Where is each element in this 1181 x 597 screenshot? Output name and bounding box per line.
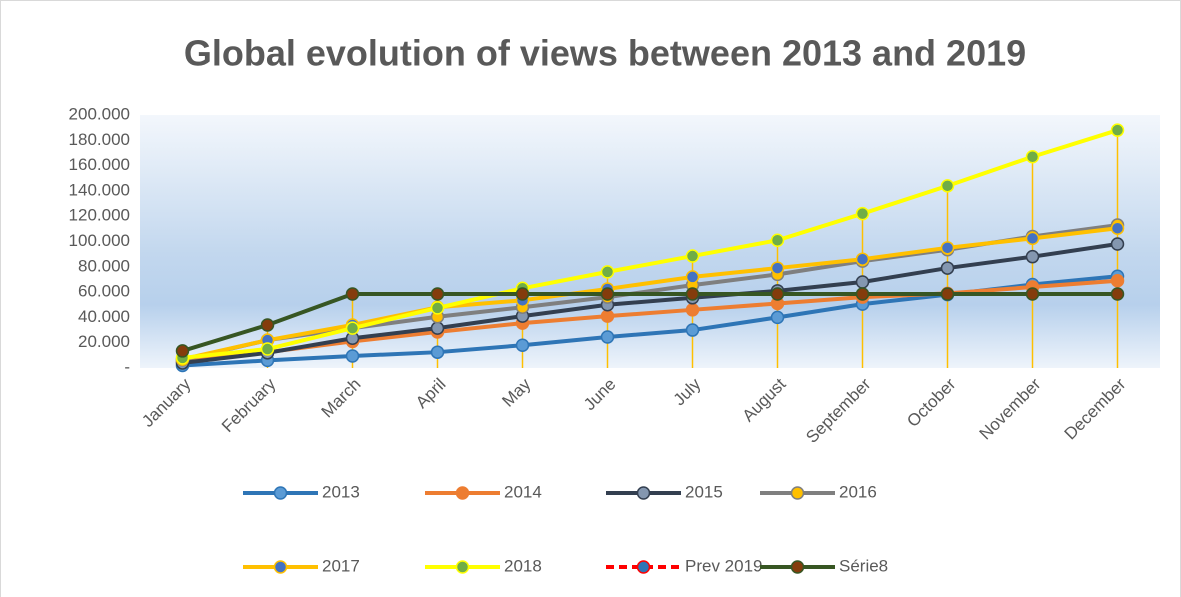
- data-point: [1110, 123, 1125, 137]
- legend-marker: [790, 486, 805, 500]
- y-tick-label: 60.000: [78, 282, 130, 301]
- y-tick-label: 120.000: [69, 206, 130, 225]
- data-point: [855, 287, 870, 301]
- data-point: [1110, 287, 1125, 301]
- series-line: [182, 128, 1119, 360]
- data-point: [1110, 221, 1125, 235]
- data-point: [515, 338, 530, 352]
- data-point: [1025, 231, 1040, 246]
- data-point: [685, 287, 700, 301]
- data-point: [430, 301, 445, 315]
- data-point: [345, 287, 360, 301]
- data-point: [1110, 273, 1125, 288]
- data-point: [770, 261, 785, 275]
- y-tick-label: 80.000: [78, 256, 130, 275]
- data-point: [855, 206, 870, 221]
- series-line: [181, 291, 1118, 353]
- legend-label: 2013: [322, 482, 360, 501]
- data-point: [770, 233, 785, 247]
- data-point: [1025, 249, 1040, 264]
- legend-marker: [636, 560, 651, 574]
- series-line: [182, 226, 1118, 362]
- data-point: [685, 303, 700, 317]
- data-point: [430, 321, 445, 335]
- y-tick-label: -: [124, 357, 130, 376]
- y-tick-label: 200.000: [69, 104, 130, 123]
- y-tick-label: 140.000: [69, 180, 130, 199]
- data-point: [260, 342, 275, 356]
- data-point: [600, 265, 615, 279]
- data-point: [260, 318, 275, 332]
- data-point: [600, 330, 615, 344]
- series-line: [182, 242, 1118, 365]
- data-point: [940, 179, 955, 193]
- y-tick-label: 20.000: [78, 332, 130, 351]
- data-point: [175, 344, 190, 358]
- data-point: [685, 270, 700, 284]
- legend-marker: [455, 486, 470, 500]
- legend-label: Série8: [839, 556, 888, 575]
- legend-label: 2016: [839, 482, 877, 501]
- legend-label: 2014: [504, 482, 542, 501]
- y-tick-label: 180.000: [69, 130, 130, 149]
- legend-marker: [455, 560, 470, 574]
- legend-label: Prev 2019: [685, 556, 763, 575]
- chart-title: Global evolution of views between 2013 a…: [184, 33, 1026, 74]
- data-point: [345, 349, 360, 363]
- data-point: [600, 309, 615, 323]
- legend-marker: [273, 560, 288, 574]
- y-tick-label: 160.000: [69, 155, 130, 174]
- data-point: [1025, 149, 1040, 164]
- data-point: [940, 287, 955, 301]
- legend-label: 2015: [685, 482, 723, 501]
- data-point: [430, 287, 445, 301]
- data-point: [1110, 237, 1125, 251]
- legend-label: 2017: [322, 556, 360, 575]
- data-point: [685, 323, 700, 337]
- data-point: [770, 310, 785, 325]
- data-point: [855, 252, 870, 266]
- legend-label: 2018: [504, 556, 542, 575]
- data-point: [855, 275, 870, 289]
- legend-marker: [273, 486, 288, 500]
- data-point: [1025, 287, 1040, 301]
- y-tick-label: 40.000: [78, 307, 130, 326]
- data-point: [345, 321, 360, 335]
- data-point: [430, 345, 445, 359]
- legend-marker: [636, 486, 651, 500]
- data-point: [770, 287, 785, 301]
- legend-marker: [790, 560, 805, 574]
- data-point: [685, 249, 700, 263]
- y-tick-label: 100.000: [69, 231, 130, 250]
- data-point: [940, 241, 955, 255]
- data-point: [940, 261, 955, 275]
- data-point: [515, 287, 530, 301]
- data-point: [600, 287, 615, 301]
